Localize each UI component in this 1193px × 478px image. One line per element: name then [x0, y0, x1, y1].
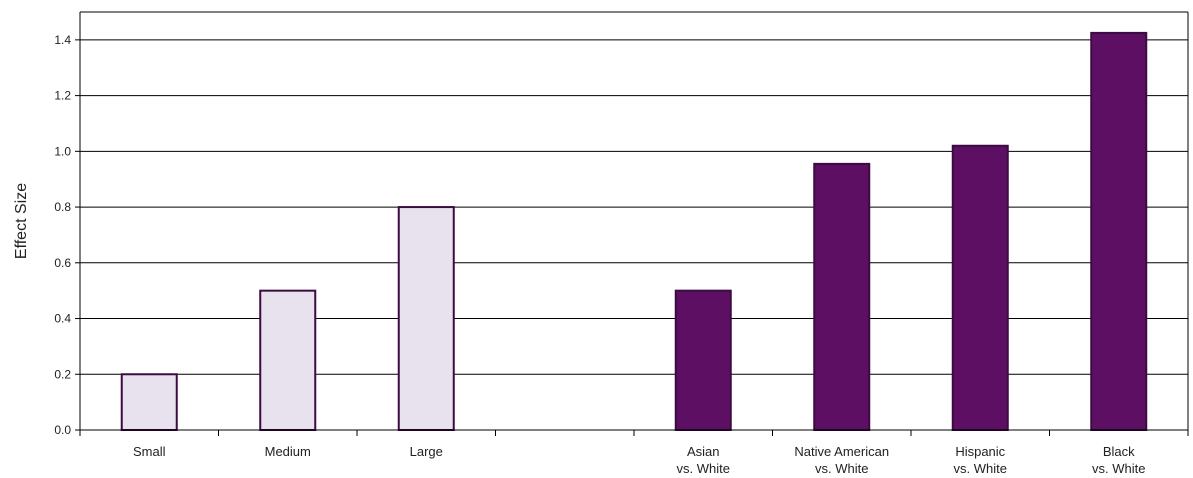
- y-tick-label: 0.2: [54, 367, 71, 381]
- bar: [120, 373, 178, 431]
- axes: [79, 11, 1189, 431]
- x-tick-label: Medium: [265, 444, 311, 459]
- x-tick-label: vs. White: [954, 461, 1007, 476]
- y-tick-label: 1.0: [54, 144, 71, 158]
- gridlines: [80, 39, 1188, 375]
- bar: [813, 162, 871, 432]
- x-tick-label: Large: [410, 444, 443, 459]
- x-axis-labels: Small Medium Large Asian vs. White Native Ame…: [79, 430, 1189, 476]
- bar: [951, 144, 1009, 431]
- bar: [259, 289, 317, 431]
- bar: [1090, 31, 1148, 432]
- x-tick-label: Small: [133, 444, 166, 459]
- x-tick-label: vs. White: [815, 461, 868, 476]
- y-tick-label: 0.8: [54, 200, 71, 214]
- x-tick-label: vs. White: [677, 461, 730, 476]
- bar: [397, 206, 455, 431]
- y-tick-label: 1.2: [54, 89, 71, 103]
- y-axis-title: Effect Size: [13, 183, 30, 259]
- bar: [674, 289, 732, 431]
- x-tick-label: Black: [1103, 444, 1135, 459]
- y-tick-label: 0.4: [54, 312, 71, 326]
- y-tick-label: 0.6: [54, 256, 71, 270]
- bars: [120, 31, 1148, 432]
- x-tick-label: Native American: [794, 444, 889, 459]
- y-tick-label: 0.0: [54, 423, 71, 437]
- y-axis-ticks: 0.0 0.2 0.4 0.6 0.8 1.0 1.2 1.4: [54, 33, 80, 437]
- x-tick-label: Asian: [687, 444, 720, 459]
- x-tick-label: vs. White: [1092, 461, 1145, 476]
- y-tick-label: 1.4: [54, 33, 71, 47]
- x-tick-label: Hispanic: [955, 444, 1005, 459]
